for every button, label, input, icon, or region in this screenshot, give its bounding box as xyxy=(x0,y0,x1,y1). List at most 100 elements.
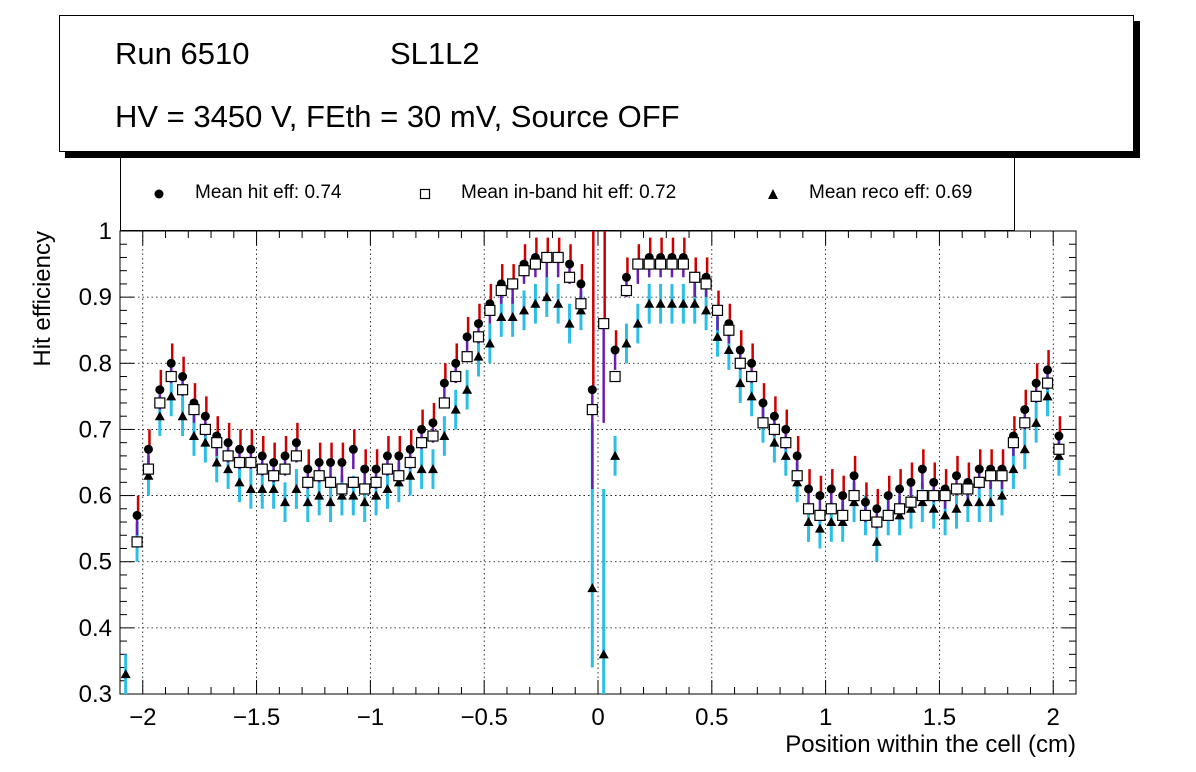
reco-point xyxy=(291,483,302,493)
inband-point xyxy=(142,463,155,475)
inband-point xyxy=(609,370,621,383)
inband-point xyxy=(256,463,268,475)
inband-point xyxy=(996,470,1008,482)
x-tick-label: 2 xyxy=(1047,704,1060,731)
reco-point xyxy=(496,311,507,321)
legend-inband-label: Mean in-band hit eff: 0.72 xyxy=(461,182,677,203)
inband-point xyxy=(427,430,439,442)
inband-point xyxy=(359,483,371,495)
reco-point xyxy=(462,384,473,394)
inband-point xyxy=(1030,390,1042,402)
reco-point xyxy=(826,517,837,527)
hit-point xyxy=(758,398,768,408)
inband-point xyxy=(962,483,974,495)
legend-reco-label: Mean reco eff: 0.69 xyxy=(809,182,973,203)
hit-point xyxy=(621,272,631,282)
hit-point xyxy=(1020,405,1030,415)
reco-point xyxy=(962,497,973,507)
inband-point xyxy=(768,423,781,436)
inband-point xyxy=(916,489,928,502)
reco-point xyxy=(974,497,985,507)
inband-point xyxy=(245,456,257,469)
inband-point xyxy=(176,384,189,396)
hit-point xyxy=(394,451,404,461)
inband-point xyxy=(290,450,303,462)
reco-point xyxy=(200,437,211,447)
inband-point xyxy=(472,331,485,343)
y-tick-label: 0.6 xyxy=(79,483,112,510)
reco-point xyxy=(553,298,564,308)
hit-point xyxy=(929,477,939,487)
y-axis-title: Hit efficiency xyxy=(29,231,56,367)
hit-point xyxy=(576,279,586,289)
inband-point xyxy=(541,251,553,264)
reco-point xyxy=(951,503,962,513)
legend: Mean hit eff: 0.74 Mean in-band hit eff:… xyxy=(120,158,1015,231)
reco-point xyxy=(382,483,393,493)
reco-point xyxy=(849,497,860,507)
inband-point xyxy=(1019,417,1031,429)
superlayer-label: SL1L2 xyxy=(390,36,480,71)
reco-point xyxy=(439,431,450,441)
reco-point xyxy=(484,338,495,348)
reco-point xyxy=(211,457,222,467)
inband-point xyxy=(905,496,917,508)
hit-point xyxy=(838,491,848,501)
hit-point xyxy=(337,458,347,467)
hit-point xyxy=(428,418,438,428)
reco-point xyxy=(894,510,905,520)
reco-point xyxy=(416,464,427,474)
inband-point xyxy=(711,304,724,316)
hit-point xyxy=(735,345,745,355)
inband-point xyxy=(393,470,405,482)
reco-point xyxy=(928,503,939,513)
x-axis-title: Position within the cell (cm) xyxy=(785,731,1076,758)
reco-point xyxy=(245,483,256,493)
hit-point xyxy=(269,458,279,467)
inband-point xyxy=(734,357,746,369)
inband-point xyxy=(518,265,530,277)
reco-point xyxy=(678,298,689,308)
inband-point xyxy=(165,370,177,383)
open-square-marker-icon xyxy=(415,184,435,204)
inband-point xyxy=(586,403,598,416)
x-tick-label: 1 xyxy=(819,704,832,731)
inband-point xyxy=(973,476,985,488)
inband-point xyxy=(415,437,428,449)
reco-point xyxy=(450,404,461,414)
reco-point xyxy=(371,490,382,500)
reco-point xyxy=(473,351,484,361)
run-label: Run 6510 xyxy=(115,36,250,71)
hit-point xyxy=(792,451,802,461)
hit-point xyxy=(155,385,165,395)
x-tick-label: −1.5 xyxy=(233,704,280,731)
legend-entry-inband: Mean in-band hit eff: 0.72 xyxy=(419,182,677,204)
hit-point xyxy=(246,444,256,454)
inband-point xyxy=(689,271,701,283)
reco-point xyxy=(188,431,199,441)
inband-point xyxy=(985,470,997,482)
x-tick-label: −0.5 xyxy=(460,704,507,731)
reco-point xyxy=(507,311,518,321)
inband-point xyxy=(939,489,951,502)
inband-point xyxy=(654,258,667,270)
inband-point xyxy=(529,258,542,270)
inband-point xyxy=(575,298,587,310)
hit-point xyxy=(895,484,905,494)
inband-point xyxy=(723,324,735,336)
hit-point xyxy=(132,510,142,520)
hit-point xyxy=(314,458,324,467)
reco-point xyxy=(405,470,416,480)
hit-point xyxy=(303,464,313,474)
hit-point xyxy=(326,458,336,467)
reco-point xyxy=(666,298,677,308)
reco-point xyxy=(1053,450,1064,460)
hit-point xyxy=(815,491,825,501)
inband-point xyxy=(507,278,519,290)
inband-point xyxy=(598,318,610,330)
reco-point xyxy=(280,497,291,507)
reco-point xyxy=(530,298,541,308)
reco-point xyxy=(268,483,279,493)
y-tick-label: 0.7 xyxy=(79,416,112,443)
inband-point xyxy=(211,437,223,449)
